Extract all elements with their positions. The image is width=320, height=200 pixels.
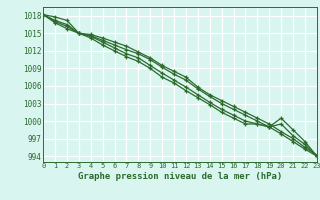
X-axis label: Graphe pression niveau de la mer (hPa): Graphe pression niveau de la mer (hPa) (78, 172, 282, 181)
